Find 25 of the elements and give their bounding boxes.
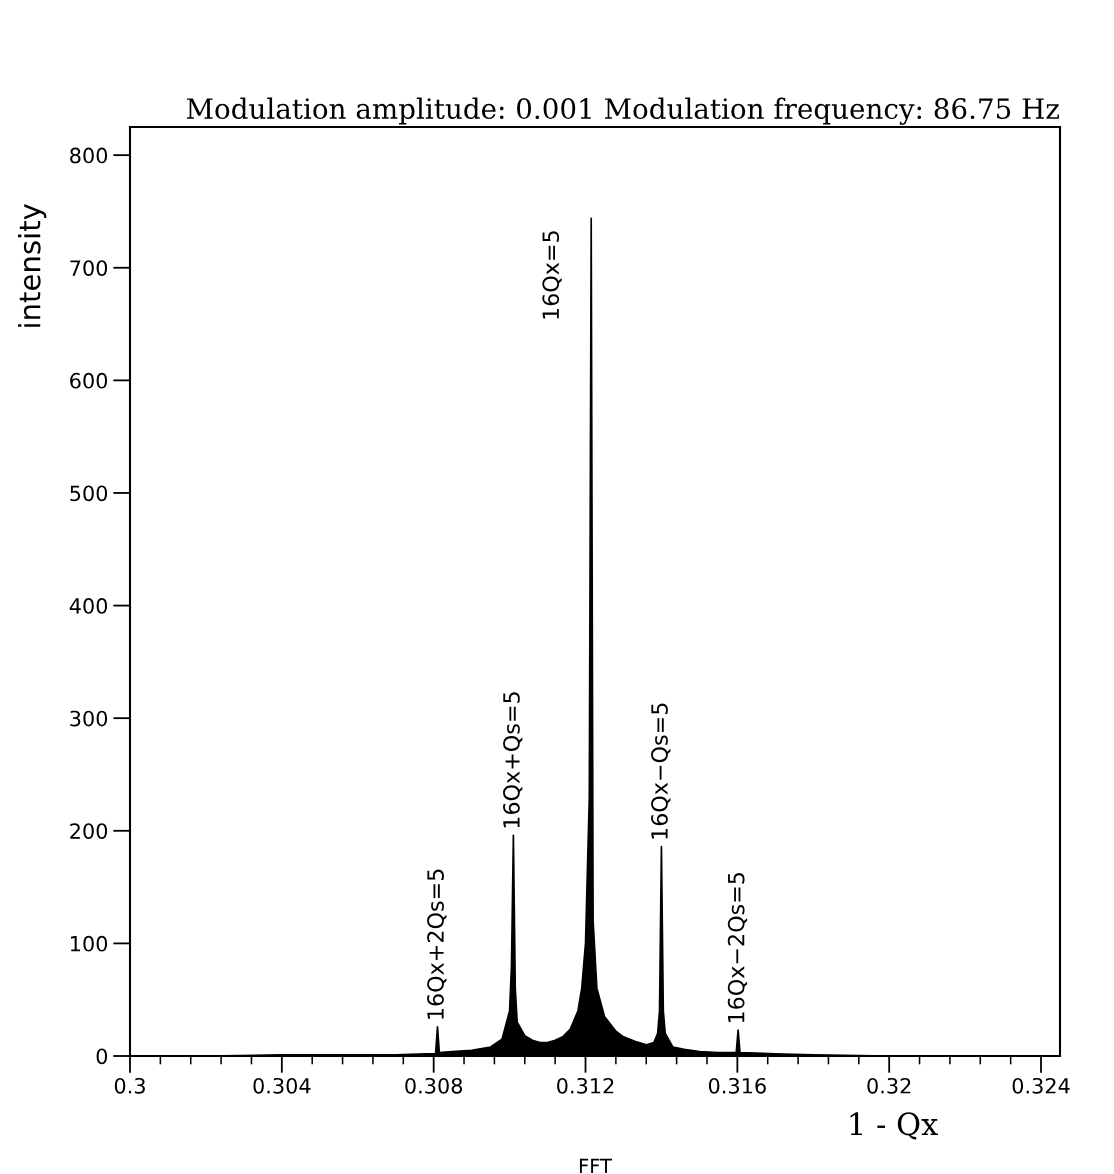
- annotation: 16Qx+2Qs=5: [427, 869, 447, 1019]
- x-tick-label: 0.312: [557, 1077, 614, 1094]
- y-tick-label: 600: [70, 372, 108, 389]
- x-tick-label: 0.3: [114, 1077, 145, 1094]
- x-tick-label: 0.32: [867, 1077, 911, 1094]
- annotation: 16Qx+Qs=5: [503, 692, 523, 828]
- y-tick-label: 400: [69, 598, 108, 614]
- x-tick-label: 0.324: [1012, 1077, 1070, 1094]
- annotation: 16Qx=5: [542, 231, 562, 319]
- text: FFT: [579, 1158, 613, 1173]
- x-axis-title: 1 - Qx: [850, 1112, 938, 1140]
- y-tick-label: 500: [70, 485, 108, 502]
- annotation: 16Qx−2Qs=5: [727, 872, 748, 1023]
- x-tick-label: 0.304: [253, 1077, 311, 1094]
- annotation: 16Qx−Qs=5: [651, 703, 671, 839]
- y-tick-label: 200: [70, 823, 108, 839]
- y-tick-label: 100: [71, 935, 108, 952]
- y-tick-label: 700: [70, 260, 108, 276]
- chart-title: Modulation amplitude: 0.001 Modulation frequency: 86.75 Hz: [186, 97, 1059, 125]
- y-tick-label: 0: [96, 1048, 108, 1065]
- y-axis-title: intensity: [18, 203, 47, 327]
- y-tick-label: 300: [70, 710, 108, 727]
- x-tick-label: 0.316: [708, 1077, 766, 1094]
- x-tick-label: 0.308: [405, 1077, 463, 1094]
- y-tick-label: 800: [70, 147, 108, 164]
